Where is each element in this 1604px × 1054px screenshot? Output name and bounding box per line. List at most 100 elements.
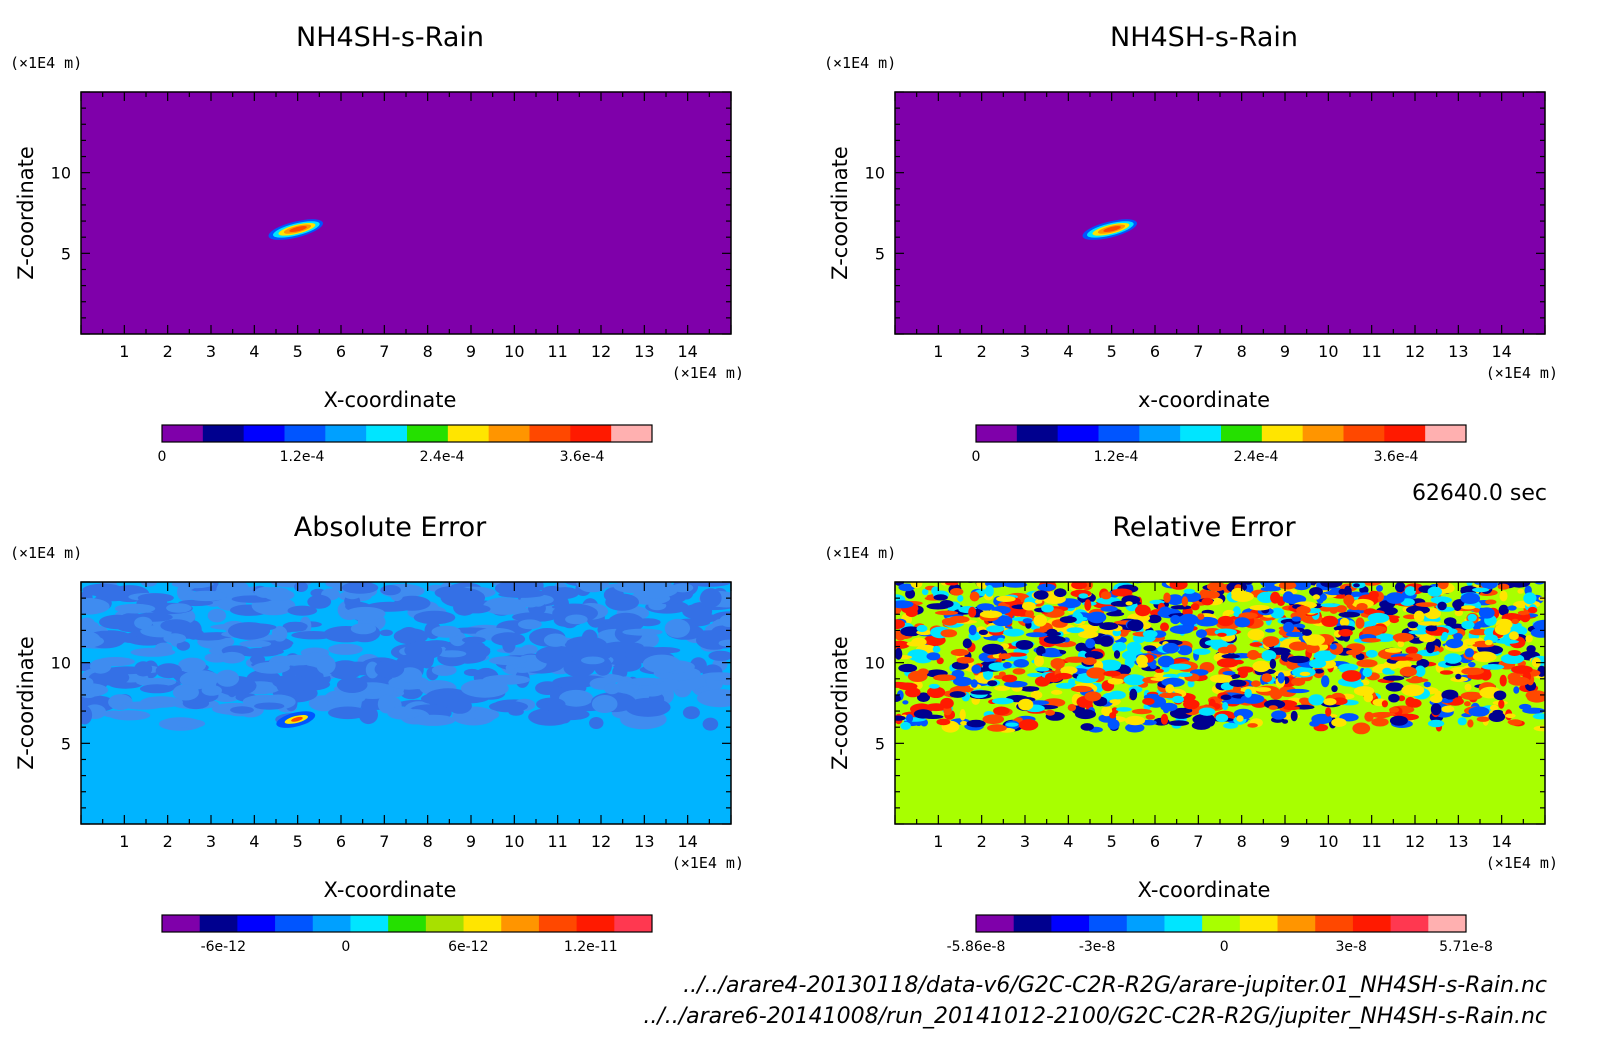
noise-cell	[976, 603, 995, 611]
noise-cell	[1078, 593, 1089, 599]
colorbar-label: 1.2e-11	[564, 939, 618, 955]
noise-cell	[1187, 680, 1195, 688]
noise-cell	[513, 667, 532, 673]
noise-cell	[201, 685, 222, 696]
noise-cell	[1489, 704, 1499, 712]
noise-cell	[1238, 612, 1258, 619]
noise-cell	[1075, 709, 1096, 720]
noise-cell	[950, 588, 964, 596]
noise-cell	[102, 710, 125, 718]
noise-cell	[1361, 638, 1381, 643]
x-tick-label: 6	[1150, 342, 1160, 361]
noise-cell	[1526, 645, 1536, 653]
noise-cell	[163, 633, 187, 644]
noise-cell	[565, 614, 588, 625]
colorbar-segment	[611, 425, 653, 442]
noise-cell	[1179, 613, 1199, 626]
field-background	[81, 92, 731, 334]
x-tick-label: 13	[1448, 342, 1468, 361]
noise-cell	[1389, 715, 1408, 726]
noise-cell	[635, 618, 661, 627]
noise-cell	[1472, 587, 1490, 593]
noise-cell	[1397, 640, 1405, 648]
noise-cell	[1265, 628, 1276, 633]
noise-cell	[1291, 616, 1302, 622]
colorbar-segment	[1180, 425, 1222, 442]
noise-cell	[576, 582, 610, 593]
noise-cell	[512, 612, 557, 622]
noise-cell	[1513, 686, 1520, 694]
y-tick-label: 5	[61, 734, 71, 753]
noise-cell	[997, 637, 1005, 643]
colorbar-label: 1.2e-4	[280, 449, 325, 465]
noise-cell	[1111, 588, 1133, 597]
rain-feature	[291, 716, 303, 722]
noise-cell	[207, 608, 227, 623]
noise-cell	[341, 582, 379, 594]
noise-cell	[1287, 655, 1310, 664]
noise-cell	[1085, 638, 1096, 649]
colorbar-segment	[388, 915, 427, 932]
colorbar-segment	[1390, 915, 1429, 932]
x-tick-label: 2	[163, 342, 173, 361]
noise-cell	[928, 683, 940, 689]
noise-cell	[1385, 682, 1404, 692]
noise-cell	[1441, 705, 1455, 713]
noise-cell	[1341, 670, 1362, 682]
noise-cell	[631, 582, 678, 599]
noise-cell	[1244, 688, 1252, 698]
noise-cell	[252, 661, 290, 674]
noise-cell	[134, 616, 153, 630]
x-tick-label: 9	[466, 342, 476, 361]
noise-cell	[471, 709, 500, 721]
y-axis-label: Z-coordinate	[14, 636, 38, 770]
colorbar-segment	[1057, 425, 1099, 442]
y-tick-label: 10	[865, 654, 885, 673]
noise-cell	[1022, 618, 1033, 624]
noise-cell	[664, 618, 691, 638]
noise-cell	[645, 647, 681, 654]
colorbar-label: 3.6e-4	[1374, 449, 1419, 465]
noise-cell	[1005, 652, 1027, 657]
x-tick-label: 3	[206, 832, 216, 851]
noise-cell	[307, 594, 332, 609]
colorbar-segment	[1221, 425, 1263, 442]
noise-cell	[917, 692, 930, 702]
y-axis-label: Z-coordinate	[14, 146, 38, 280]
noise-cell	[1135, 604, 1151, 617]
x-tick-label: 8	[1237, 342, 1247, 361]
noise-cell	[956, 656, 975, 664]
colorbar-label: -3e-8	[1079, 939, 1116, 955]
noise-cell	[719, 614, 731, 627]
noise-cell	[136, 677, 177, 687]
noise-cell	[1183, 576, 1192, 581]
noise-cell	[1169, 625, 1194, 634]
chart-title: NH4SH-s-Rain	[1110, 22, 1298, 53]
noise-cell	[1444, 653, 1462, 664]
noise-cell	[1423, 681, 1432, 688]
y-axis-unit: (×1E4 m)	[10, 54, 82, 72]
chart-title: Absolute Error	[294, 512, 487, 543]
noise-cell	[949, 691, 966, 698]
colorbar-label: 2.4e-4	[420, 449, 465, 465]
noise-cell	[1165, 684, 1175, 694]
noise-cell	[447, 698, 472, 714]
noise-cell	[1508, 676, 1531, 686]
noise-cell	[1353, 686, 1375, 696]
noise-cell	[230, 706, 254, 714]
noise-cell	[1441, 631, 1449, 639]
noise-cell	[176, 641, 190, 651]
noise-cell	[1443, 690, 1457, 700]
colorbar-segment	[1428, 915, 1467, 932]
noise-cell	[531, 597, 546, 607]
noise-cell	[998, 653, 1012, 660]
x-tick-label: 7	[1193, 342, 1203, 361]
noise-cell	[960, 721, 968, 726]
colorbar-segment	[1352, 915, 1392, 932]
noise-cell	[1181, 596, 1189, 607]
y-tick-label: 10	[51, 164, 71, 183]
noise-cell	[940, 697, 954, 709]
colorbar-label: 1.2e-4	[1094, 449, 1139, 465]
noise-cell	[398, 627, 420, 644]
